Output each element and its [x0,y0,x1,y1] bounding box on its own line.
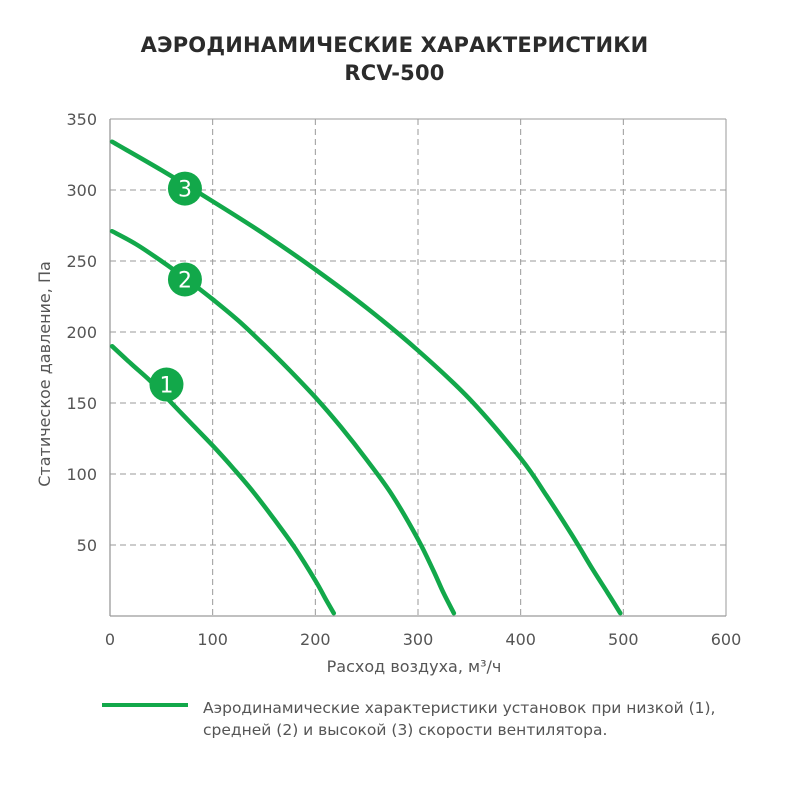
x-tick-label: 200 [300,630,331,649]
curve-series-1 [109,343,337,616]
y-tick-label: 200 [66,323,97,342]
y-tick-label: 50 [77,536,97,555]
legend-line-swatch [102,703,188,707]
y-tick-label: 300 [66,181,97,200]
y-tick-label: 150 [66,394,97,413]
x-tick-label: 400 [505,630,536,649]
y-tick-label: 350 [66,110,97,129]
x-tick-label: 600 [711,630,742,649]
curve-marker-label-2: 2 [178,268,192,293]
x-tick-label: 500 [608,630,639,649]
chart-subtitle: RCV-500 [344,61,445,85]
x-axis-label: Расход воздуха, м³/ч [327,657,502,676]
curve-marker-2 [167,262,202,297]
x-tick-label: 300 [403,630,434,649]
curve-marker-label-3: 3 [178,178,192,203]
x-tick-label: 100 [197,630,228,649]
curve-series-3 [109,139,623,616]
curve-marker-label-1: 1 [159,374,173,399]
tick-labels: 0 100 200 300 400 500 600 50 100 150 200 250 300 350 [66,110,741,649]
y-tick-label: 250 [66,252,97,271]
curve-markers: 1 2 3 [149,171,202,402]
y-tick-label: 100 [66,465,97,484]
curve-marker-1 [149,367,184,402]
x-tick-label: 0 [105,630,115,649]
y-axis-label: Статическое давление, Па [35,261,54,487]
curve-marker-3 [167,171,202,206]
curves [109,139,623,616]
curve-series-2 [109,228,457,616]
legend-text: Аэродинамические характеристики установо… [203,699,716,739]
pressure-flow-chart: 1 2 3 0 100 200 300 400 500 600 50 100 150 200 250 300… [35,110,741,676]
chart-title: АЭРОДИНАМИЧЕСКИЕ ХАРАКТЕРИСТИКИ [140,33,649,57]
